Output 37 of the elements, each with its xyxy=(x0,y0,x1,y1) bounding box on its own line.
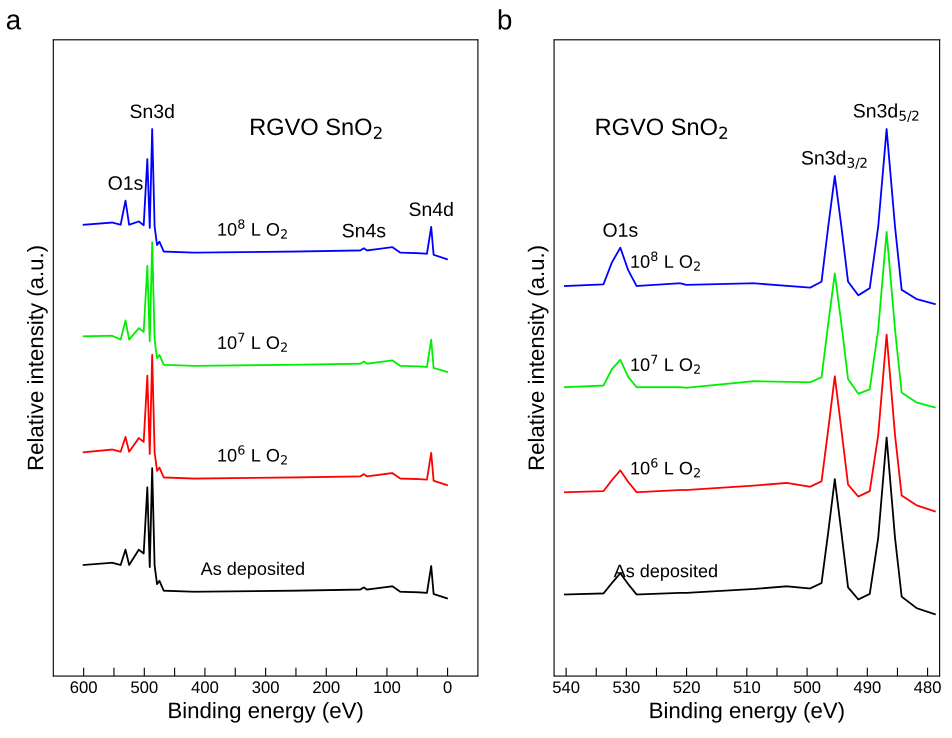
annotation: Sn3d$_{3/2}$ xyxy=(802,150,867,169)
annotation: O1s xyxy=(603,223,638,237)
annotation: RGVO SnO$_{2}$ xyxy=(596,118,728,139)
x-tick-label: 0 xyxy=(444,681,452,694)
annotation: Sn3d xyxy=(130,104,174,118)
x-axis-title: Binding energy (eV) xyxy=(650,702,844,723)
series-label: 10$^{7}$ L O$_{2}$ xyxy=(218,332,287,352)
x-tick-label: 500 xyxy=(794,681,820,694)
chart-title: b xyxy=(498,9,512,30)
annotation: RGVO SnO$_{2}$ xyxy=(251,118,382,139)
y-axis-title: Relative intensity (a.u.) xyxy=(528,246,549,470)
series-label: As deposited xyxy=(200,562,304,579)
x-tick-label: 540 xyxy=(552,681,580,694)
series-label: 10$^{8}$ L O$_{2}$ xyxy=(218,219,287,239)
series-label: 10$^{6}$ L O$_{2}$ xyxy=(631,458,700,478)
x-tick-label: 530 xyxy=(613,681,640,694)
x-axis-title: Binding energy (eV) xyxy=(169,702,362,723)
x-tick-label: 500 xyxy=(131,681,158,694)
series-label: 10$^{7}$ L O$_{2}$ xyxy=(631,354,700,374)
x-tick-label: 480 xyxy=(914,681,941,694)
series-label: 10$^{6}$ L O$_{2}$ xyxy=(218,445,287,464)
x-tick-label: 520 xyxy=(673,681,700,694)
annotation: O1s xyxy=(108,176,143,190)
x-tick-label: 600 xyxy=(70,681,97,694)
x-tick-label: 400 xyxy=(191,681,218,694)
series-label: As deposited xyxy=(614,564,717,581)
x-tick-label: 200 xyxy=(313,681,340,694)
series-label: 10$^{8}$ L O$_{2}$ xyxy=(631,251,700,271)
chart-title: a xyxy=(6,14,22,30)
annotation: Sn4d xyxy=(409,202,453,216)
annotation: Sn4s xyxy=(342,224,386,238)
annotation: Sn3d$_{5/2}$ xyxy=(854,103,918,122)
x-tick-label: 100 xyxy=(374,681,400,694)
x-tick-label: 510 xyxy=(734,681,760,694)
y-axis-title: Relative intensity (a.u.) xyxy=(27,246,48,470)
x-tick-label: 490 xyxy=(854,681,881,694)
x-tick-label: 300 xyxy=(252,681,279,694)
